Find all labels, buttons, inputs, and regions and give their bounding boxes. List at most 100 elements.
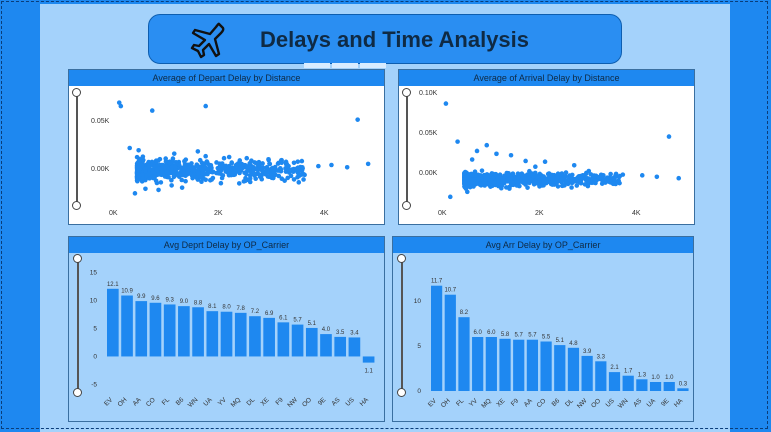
bar[interactable] <box>540 341 552 392</box>
scatter-point[interactable] <box>676 175 682 181</box>
scatter-point[interactable] <box>515 180 521 186</box>
scatter-point[interactable] <box>195 163 200 169</box>
scatter-point[interactable] <box>291 160 297 166</box>
bar[interactable] <box>362 356 375 363</box>
scatter-point[interactable] <box>525 185 530 190</box>
scatter-point[interactable] <box>666 134 672 139</box>
bar[interactable] <box>163 304 176 357</box>
scatter-point[interactable] <box>169 168 175 174</box>
scatter-point[interactable] <box>537 184 542 189</box>
scatter-point[interactable] <box>197 157 203 163</box>
scatter-point[interactable] <box>508 152 514 158</box>
arrival-scatter-panel[interactable]: Average of Arrival Delay by Distance 0.1… <box>398 69 695 225</box>
scatter-point[interactable] <box>471 177 477 182</box>
arrival-bar-panel[interactable]: Avg Arr Delay by OP_Carrier 10 5 0 11.7 EV 10… <box>392 236 694 422</box>
scatter-point[interactable] <box>143 186 148 192</box>
scatter-point[interactable] <box>463 184 469 189</box>
scatter-point[interactable] <box>227 167 233 173</box>
bar[interactable] <box>305 327 318 357</box>
tab-indicator[interactable] <box>360 63 386 68</box>
scatter-point[interactable] <box>296 170 302 176</box>
arrival-slider-handle-top[interactable] <box>402 88 411 97</box>
scatter-point[interactable] <box>571 162 577 168</box>
scatter-point[interactable] <box>158 180 164 185</box>
scatter-point[interactable] <box>170 156 176 161</box>
scatter-point[interactable] <box>236 181 242 186</box>
scatter-point[interactable] <box>559 171 564 177</box>
scatter-point[interactable] <box>244 171 249 177</box>
scatter-point[interactable] <box>482 174 488 179</box>
scatter-point[interactable] <box>203 103 208 109</box>
bar[interactable] <box>526 339 539 391</box>
scatter-point[interactable] <box>154 167 159 172</box>
scatter-point[interactable] <box>473 173 479 178</box>
scatter-point[interactable] <box>607 175 613 180</box>
depart-bar-panel[interactable]: Avg Deprt Delay by OP_Carrier 15 10 5 0 -5 12… <box>68 236 385 422</box>
scatter-point[interactable] <box>216 171 221 176</box>
scatter-point[interactable] <box>465 189 470 195</box>
scatter-point[interactable] <box>167 161 173 166</box>
scatter-point[interactable] <box>179 177 185 183</box>
scatter-point[interactable] <box>523 158 528 164</box>
scatter-point[interactable] <box>462 170 467 176</box>
bar[interactable] <box>178 306 190 357</box>
scatter-point[interactable] <box>283 159 289 165</box>
scatter-point[interactable] <box>344 164 350 170</box>
depart-bar-slider-handle-top[interactable] <box>73 254 82 263</box>
scatter-point[interactable] <box>479 168 485 173</box>
depart-slider-handle-top[interactable] <box>72 88 81 97</box>
scatter-point[interactable] <box>521 174 527 180</box>
scatter-point[interactable] <box>234 162 239 168</box>
scatter-point[interactable] <box>218 180 224 186</box>
bar[interactable] <box>431 285 443 391</box>
scatter-point[interactable] <box>221 155 227 161</box>
scatter-point[interactable] <box>578 180 584 186</box>
tab-indicator[interactable] <box>304 63 330 68</box>
arrival-slider-handle-bottom[interactable] <box>402 201 411 210</box>
arrival-slider-track[interactable] <box>406 92 408 208</box>
scatter-point[interactable] <box>329 162 334 168</box>
scatter-point[interactable] <box>247 179 253 185</box>
scatter-point[interactable] <box>266 156 271 162</box>
scatter-point[interactable] <box>176 171 181 177</box>
bar[interactable] <box>135 301 148 357</box>
scatter-point[interactable] <box>491 180 497 186</box>
scatter-point[interactable] <box>201 165 206 171</box>
bar[interactable] <box>567 347 580 391</box>
depart-slider-track[interactable] <box>76 92 78 208</box>
scatter-point[interactable] <box>239 161 245 167</box>
bar[interactable] <box>107 288 119 357</box>
scatter-point[interactable] <box>146 171 152 177</box>
scatter-point[interactable] <box>592 180 597 186</box>
bar[interactable] <box>444 294 456 391</box>
scatter-point[interactable] <box>295 174 300 180</box>
scatter-point[interactable] <box>496 179 501 185</box>
scatter-point[interactable] <box>288 173 294 179</box>
scatter-point[interactable] <box>564 178 569 184</box>
scatter-point[interactable] <box>611 176 617 182</box>
scatter-point[interactable] <box>258 173 264 179</box>
bar[interactable] <box>595 361 607 391</box>
bar[interactable] <box>663 382 675 391</box>
scatter-point[interactable] <box>447 194 453 200</box>
scatter-point[interactable] <box>574 178 579 184</box>
bar[interactable] <box>249 316 261 357</box>
scatter-point[interactable] <box>136 172 142 178</box>
scatter-point[interactable] <box>500 176 506 182</box>
scatter-point[interactable] <box>151 174 157 179</box>
scatter-point[interactable] <box>160 163 166 169</box>
scatter-point[interactable] <box>291 177 297 182</box>
scatter-point[interactable] <box>515 175 521 181</box>
scatter-point[interactable] <box>276 173 282 179</box>
scatter-point[interactable] <box>478 173 484 178</box>
scatter-point[interactable] <box>279 176 285 181</box>
bar[interactable] <box>608 372 621 391</box>
scatter-point[interactable] <box>355 117 360 122</box>
scatter-point[interactable] <box>204 166 210 172</box>
bar[interactable] <box>622 375 634 391</box>
bar[interactable] <box>206 311 219 357</box>
scatter-point[interactable] <box>172 164 178 170</box>
scatter-point[interactable] <box>617 180 622 186</box>
scatter-point[interactable] <box>229 161 234 166</box>
scatter-point[interactable] <box>273 172 278 178</box>
